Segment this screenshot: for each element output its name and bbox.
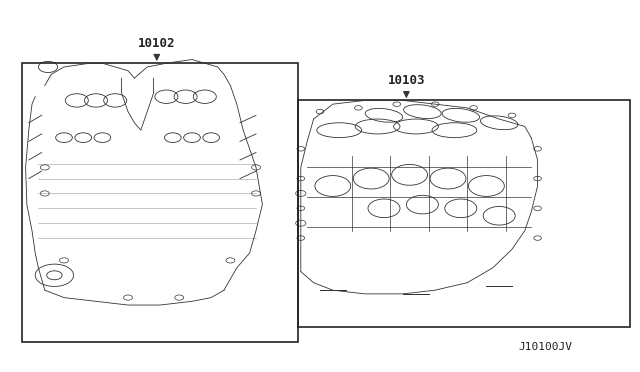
Bar: [22, 63, 298, 342]
Text: J10100JV: J10100JV: [519, 341, 573, 352]
Text: 10102: 10102: [138, 37, 175, 50]
Text: 10103: 10103: [388, 74, 425, 87]
Bar: [298, 100, 630, 327]
